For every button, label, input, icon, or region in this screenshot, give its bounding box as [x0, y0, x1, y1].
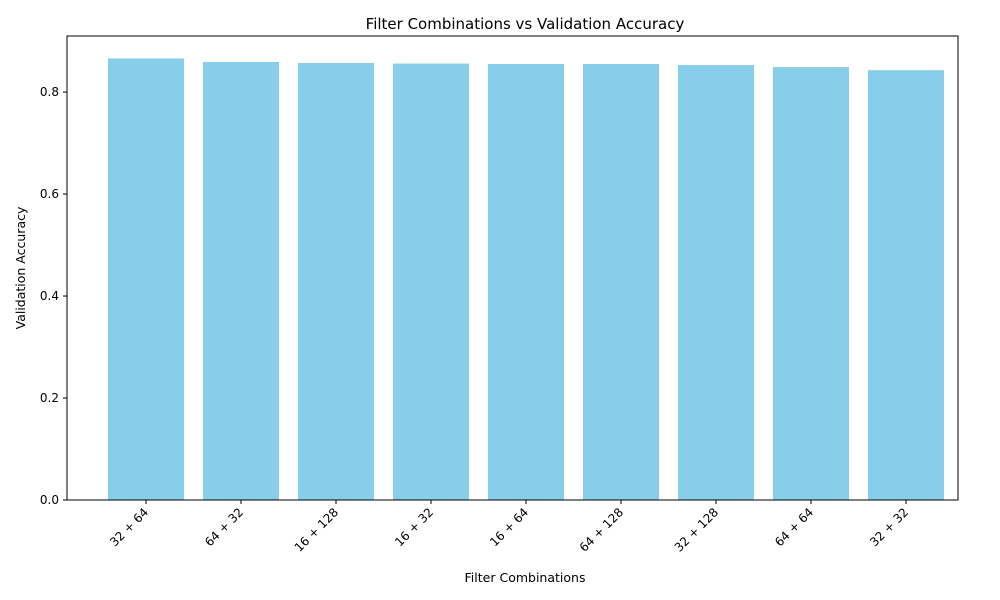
x-tick-label: 64 + 128	[577, 505, 626, 554]
x-tick-label: 32 + 64	[107, 505, 151, 549]
x-axis: 32 + 64 64 + 32 16 + 128 16 + 32 16 + 64 64 +…	[107, 500, 911, 555]
x-tick-label: 16 + 32	[392, 505, 436, 549]
y-axis: 0.0 0.2 0.4 0.6 0.8	[40, 85, 67, 507]
y-tick-label: 0.6	[40, 187, 59, 201]
y-tick-label: 0.8	[40, 85, 59, 99]
x-tick-label: 32 + 32	[867, 505, 911, 549]
y-tick-label: 0.4	[40, 289, 59, 303]
bar	[868, 70, 944, 501]
bar	[583, 64, 659, 501]
bar	[108, 58, 184, 500]
y-tick-label: 0.2	[40, 391, 59, 405]
bar	[298, 63, 374, 501]
bar	[393, 63, 469, 501]
bar	[678, 65, 754, 501]
plot-frame	[66, 35, 959, 501]
x-tick-label: 16 + 128	[292, 505, 341, 554]
x-tick-label: 64 + 32	[202, 505, 246, 549]
y-tick-label: 0.0	[40, 493, 59, 507]
bar	[488, 64, 564, 501]
bar	[203, 62, 279, 500]
y-axis-label: Validation Accuracy	[13, 206, 28, 329]
bars-group	[108, 58, 944, 501]
x-tick-label: 32 + 128	[672, 505, 721, 554]
x-axis-label: Filter Combinations	[465, 570, 586, 585]
x-tick-label: 16 + 64	[487, 505, 531, 549]
bar	[773, 67, 849, 500]
x-tick-label: 64 + 64	[772, 505, 816, 549]
chart-title: Filter Combinations vs Validation Accura…	[366, 15, 685, 33]
